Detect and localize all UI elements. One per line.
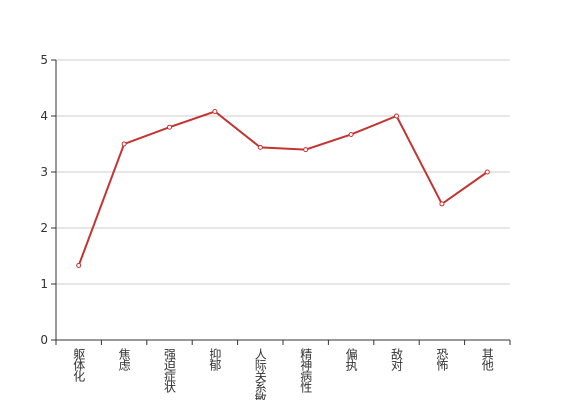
- y-tick-label: 0: [40, 333, 48, 347]
- x-tick-label: 其他: [480, 348, 494, 371]
- y-tick-label: 3: [40, 165, 48, 179]
- x-tick-label: 人际关系敏感: [253, 348, 267, 400]
- line: [77, 110, 488, 266]
- y-tick-label: 5: [40, 53, 48, 67]
- point: [212, 109, 218, 115]
- point: [439, 201, 445, 207]
- point: [121, 141, 127, 147]
- x-tick-label: 精神病性: [299, 348, 313, 394]
- point: [257, 144, 263, 150]
- x-tick-label: 恐怖: [435, 348, 449, 371]
- point: [484, 169, 490, 175]
- point: [348, 131, 354, 137]
- y-tick-label: 1: [40, 277, 48, 291]
- point: [76, 263, 82, 269]
- x-tick-label: 抑郁: [208, 347, 222, 372]
- x-tick-label: 焦虑: [117, 348, 131, 371]
- y-tick-label: 4: [40, 109, 48, 123]
- point: [167, 124, 172, 130]
- x-tick-label: 偏执: [344, 347, 358, 372]
- x-tick-label: 强迫症状: [163, 348, 177, 393]
- point: [303, 147, 309, 153]
- x-tick-label: 敌对: [390, 347, 404, 371]
- point: [394, 113, 399, 119]
- x-tick-label: 躯体化: [72, 347, 86, 383]
- y-tick-label: 2: [40, 221, 48, 235]
